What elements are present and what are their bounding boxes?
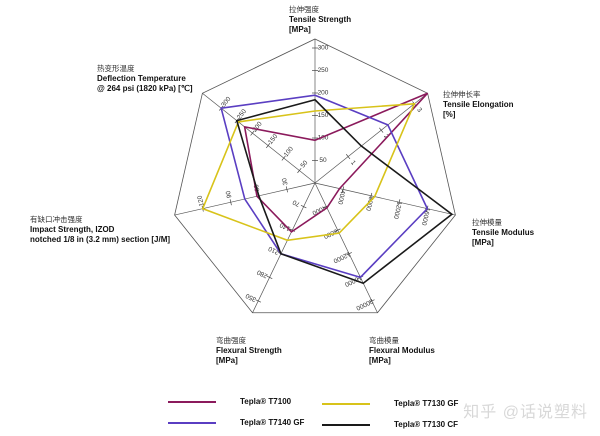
legend-item-t7140gf: Tepla® T7140 GF (168, 418, 304, 427)
legend-item-t7130gf: Tepla® T7130 GF (322, 399, 458, 408)
svg-text:12000: 12000 (392, 200, 403, 220)
svg-text:2: 2 (382, 133, 390, 140)
svg-text:3: 3 (415, 107, 423, 114)
legend-swatch (322, 402, 370, 405)
svg-text:30: 30 (281, 177, 290, 186)
svg-text:300: 300 (318, 45, 329, 52)
svg-text:4000: 4000 (336, 189, 346, 205)
svg-text:12000: 12000 (332, 250, 352, 264)
axis-label-tensile-elongation: 拉伸伸长率 Tensile Elongation [%] (443, 90, 514, 119)
svg-text:200: 200 (318, 90, 329, 97)
svg-text:250: 250 (318, 67, 329, 74)
svg-text:90: 90 (225, 190, 234, 199)
legend-item-t7130cf: Tepla® T7130 CF (322, 420, 458, 429)
svg-text:150: 150 (267, 133, 279, 146)
radar-grid (174, 38, 456, 314)
svg-text:70: 70 (291, 198, 301, 208)
series-tepla-t7130-gf (201, 102, 416, 242)
axis-label-impact-strength: 有缺口冲击强度 Impact Strength, IZOD notched 1/… (30, 215, 171, 244)
svg-text:210: 210 (267, 244, 280, 255)
data-series (201, 92, 454, 285)
series-tepla-t7130-cf (235, 98, 454, 285)
svg-text:100: 100 (283, 145, 295, 158)
svg-text:280: 280 (256, 268, 269, 279)
legend-swatch (168, 421, 216, 424)
axis-label-deflection-temperature: 热变形温度 Deflection Temperature @ 264 psi (… (97, 64, 193, 93)
legend-swatch (168, 400, 216, 403)
svg-text:100: 100 (318, 135, 329, 142)
svg-text:16000: 16000 (420, 207, 431, 227)
svg-text:50: 50 (300, 159, 310, 169)
svg-text:120: 120 (196, 194, 205, 207)
series-tepla-t7140-gf (220, 94, 429, 279)
svg-text:150: 150 (318, 112, 329, 119)
axis-label-tensile-modulus: 拉伸模量 Tensile Modulus [MPa] (472, 218, 535, 247)
axis-label-flexural-strength: 弯曲强度 Flexural Strength [MPa] (216, 336, 282, 365)
svg-text:140: 140 (278, 221, 291, 232)
svg-text:200: 200 (251, 120, 263, 133)
svg-text:350: 350 (244, 292, 257, 303)
svg-text:1: 1 (349, 159, 357, 166)
svg-text:50: 50 (319, 157, 327, 164)
legend-item-t7100: Tepla® T7100 (168, 397, 291, 406)
watermark: 知乎 @话说塑料 (463, 404, 588, 421)
svg-text:20000: 20000 (354, 297, 374, 311)
legend-swatch (322, 423, 370, 426)
axis-label-tensile-strength: 拉伸强度 Tensile Strength [MPa] (289, 5, 352, 34)
svg-text:8000: 8000 (364, 196, 374, 212)
axis-label-flexural-modulus: 弯曲模量 Flexural Modulus [MPa] (369, 336, 435, 365)
